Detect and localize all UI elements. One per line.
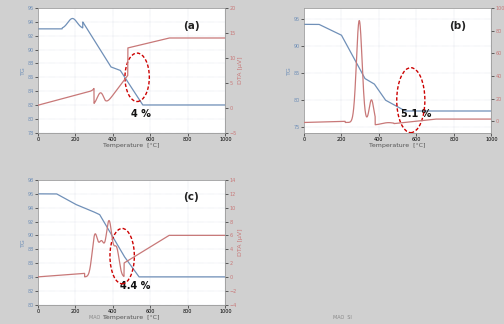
Text: MAO  SI: MAO SI: [333, 315, 352, 320]
X-axis label: Temperature  [°C]: Temperature [°C]: [369, 143, 426, 148]
Y-axis label: TG: TG: [21, 66, 26, 75]
Y-axis label: DTA [μV]: DTA [μV]: [238, 57, 243, 84]
Text: 4 %: 4 %: [131, 109, 151, 119]
Text: (b): (b): [449, 20, 466, 30]
Y-axis label: TG: TG: [287, 66, 292, 75]
X-axis label: Temperature  [°C]: Temperature [°C]: [103, 143, 160, 148]
Y-axis label: DTA [μV]: DTA [μV]: [238, 228, 243, 256]
Text: 4.4 %: 4.4 %: [120, 281, 151, 291]
Text: MAO  SI: MAO SI: [89, 315, 108, 320]
Text: (c): (c): [183, 192, 200, 202]
Text: (a): (a): [183, 20, 200, 30]
Y-axis label: TG: TG: [21, 238, 26, 247]
Text: 5.1 %: 5.1 %: [401, 109, 431, 119]
X-axis label: Temperature  [°C]: Temperature [°C]: [103, 315, 160, 320]
